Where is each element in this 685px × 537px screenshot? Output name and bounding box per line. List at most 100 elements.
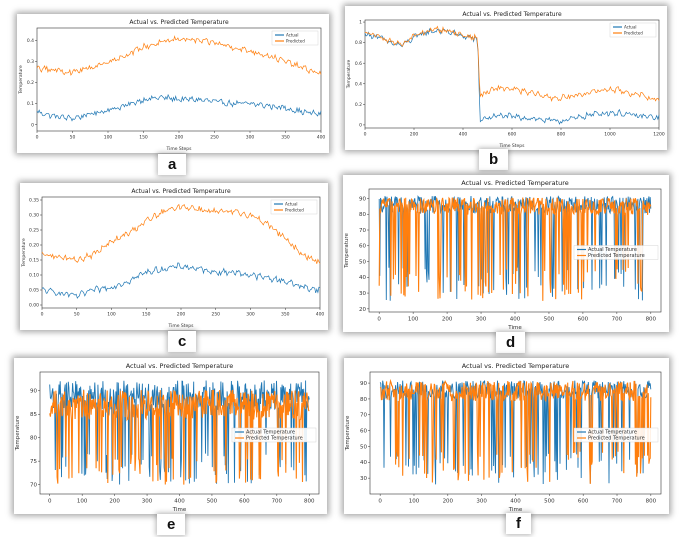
panel-label-f: f bbox=[506, 513, 531, 534]
y-tick-label: 90 bbox=[30, 389, 37, 395]
y-tick-label: 30 bbox=[359, 291, 366, 297]
y-tick-label: 0.2 bbox=[27, 80, 34, 86]
y-tick-label: 60 bbox=[360, 429, 367, 435]
legend-label-predicted: Predicted bbox=[624, 31, 643, 36]
y-tick-label: 50 bbox=[359, 259, 366, 265]
x-tick-label: 600 bbox=[508, 132, 517, 138]
y-tick-label: 90 bbox=[360, 381, 367, 387]
y-axis-label: Temperature bbox=[344, 232, 350, 268]
x-tick-label: 100 bbox=[408, 317, 419, 323]
x-tick-label: 700 bbox=[612, 317, 623, 323]
x-tick-label: 250 bbox=[210, 135, 219, 141]
x-tick-label: 600 bbox=[239, 499, 250, 505]
series-group bbox=[364, 25, 660, 125]
panel-label-c: c bbox=[168, 331, 197, 352]
y-tick-label: 0.00 bbox=[29, 303, 39, 309]
y-tick-label: 80 bbox=[30, 436, 37, 442]
legend-label-actual: Actual Temperature bbox=[588, 430, 637, 436]
x-tick-label: 350 bbox=[281, 312, 290, 318]
legend-label-predicted: Predicted Temperature bbox=[588, 253, 645, 259]
x-tick-label: 150 bbox=[139, 135, 148, 141]
panel-label-b: b bbox=[479, 149, 509, 170]
x-tick-label: 400 bbox=[459, 132, 468, 138]
x-tick-label: 100 bbox=[107, 312, 116, 318]
y-tick-label: 70 bbox=[360, 413, 367, 419]
series-line-actual bbox=[41, 262, 321, 299]
x-tick-label: 0 bbox=[36, 135, 39, 141]
chart-title: Actual vs. Predicted Temperature bbox=[462, 362, 570, 370]
series-line-predicted bbox=[364, 25, 660, 102]
y-tick-label: 75 bbox=[30, 459, 37, 465]
y-tick-label: 0.05 bbox=[29, 288, 39, 294]
series-line-predicted bbox=[378, 196, 652, 301]
y-axis-label: Temperature bbox=[345, 415, 351, 451]
y-tick-label: 0.30 bbox=[29, 213, 39, 219]
x-tick-label: 400 bbox=[510, 499, 521, 505]
chart-panel-b: Actual vs. Predicted Temperature 0 200 400 6… bbox=[345, 6, 667, 150]
x-tick-label: 200 bbox=[442, 317, 453, 323]
x-tick-label: 800 bbox=[646, 317, 657, 323]
y-tick-label: 0.15 bbox=[29, 258, 39, 264]
x-tick-label: 0 bbox=[378, 499, 382, 505]
x-tick-label: 800 bbox=[646, 499, 657, 505]
x-tick-label: 0 bbox=[364, 132, 367, 138]
legend-label-actual: Actual Temperature bbox=[246, 430, 295, 436]
legend-label-predicted: Predicted bbox=[285, 208, 304, 213]
series-group bbox=[379, 378, 652, 485]
y-tick-label: 1 bbox=[359, 20, 362, 26]
x-tick-label: 400 bbox=[317, 135, 326, 141]
y-tick-label: 0.4 bbox=[27, 38, 34, 44]
y-tick-label: 0.6 bbox=[355, 61, 362, 67]
y-tick-label: 40 bbox=[360, 460, 367, 466]
series-line-predicted bbox=[36, 35, 322, 76]
series-group bbox=[36, 35, 322, 122]
x-axis-label: Time bbox=[507, 325, 522, 331]
chart-f-svg: Actual vs. Predicted Temperature 0 100 200 3… bbox=[345, 362, 662, 513]
chart-a-svg: Actual vs. Predicted Temperature 0 50 100 15… bbox=[18, 19, 326, 152]
legend-box bbox=[231, 427, 317, 443]
series-line-predicted bbox=[49, 389, 310, 485]
x-axis-label: Time bbox=[508, 507, 523, 513]
y-tick-label: 0.1 bbox=[27, 101, 34, 107]
y-tick-label: 0.25 bbox=[29, 228, 39, 234]
x-tick-label: 100 bbox=[77, 499, 88, 505]
x-tick-label: 600 bbox=[578, 499, 589, 505]
x-tick-label: 200 bbox=[177, 312, 186, 318]
x-tick-label: 700 bbox=[272, 499, 283, 505]
y-tick-label: 80 bbox=[360, 397, 367, 403]
x-tick-label: 0 bbox=[377, 317, 381, 323]
y-tick-label: 60 bbox=[359, 244, 366, 250]
y-tick-label: 85 bbox=[30, 412, 37, 418]
x-tick-label: 400 bbox=[316, 312, 325, 318]
x-tick-label: 150 bbox=[142, 312, 151, 318]
x-tick-label: 200 bbox=[410, 132, 419, 138]
y-axis-label: Temperature bbox=[346, 60, 352, 90]
x-tick-label: 400 bbox=[510, 317, 521, 323]
x-axis-label: Time Steps bbox=[165, 146, 192, 152]
x-tick-label: 300 bbox=[246, 135, 255, 141]
series-group bbox=[41, 203, 321, 299]
y-tick-label: 30 bbox=[360, 476, 367, 482]
x-tick-label: 700 bbox=[612, 499, 623, 505]
legend-label-actual: Actual Temperature bbox=[588, 247, 637, 253]
chart-title: Actual vs. Predicted Temperature bbox=[461, 179, 569, 187]
legend-label-predicted: Predicted Temperature bbox=[246, 436, 303, 442]
chart-panel-f: Actual vs. Predicted Temperature 0 100 200 3… bbox=[344, 358, 669, 514]
y-tick-label: 20 bbox=[359, 307, 366, 313]
chart-c-svg: Actual vs. Predicted Temperature 0 50 100 15… bbox=[21, 188, 325, 329]
y-axis-label: Temperature bbox=[18, 65, 24, 95]
y-tick-label: 0 bbox=[31, 122, 34, 128]
panel-label-e: e bbox=[157, 514, 186, 535]
chart-title: Actual vs. Predicted Temperature bbox=[131, 188, 231, 195]
x-tick-label: 1000 bbox=[604, 132, 616, 138]
y-tick-label: 0.2 bbox=[355, 102, 362, 108]
y-tick-label: 0.8 bbox=[355, 40, 362, 46]
x-tick-label: 1200 bbox=[653, 132, 665, 138]
x-tick-label: 350 bbox=[281, 135, 290, 141]
legend-label-predicted: Predicted Temperature bbox=[588, 436, 645, 442]
y-tick-label: 0.10 bbox=[29, 273, 39, 279]
chart-title: Actual vs. Predicted Temperature bbox=[126, 362, 234, 370]
chart-panel-d: Actual vs. Predicted Temperature 0 100 200 3… bbox=[343, 175, 669, 332]
legend-box bbox=[573, 427, 659, 443]
x-axis-label: Time bbox=[172, 507, 187, 513]
